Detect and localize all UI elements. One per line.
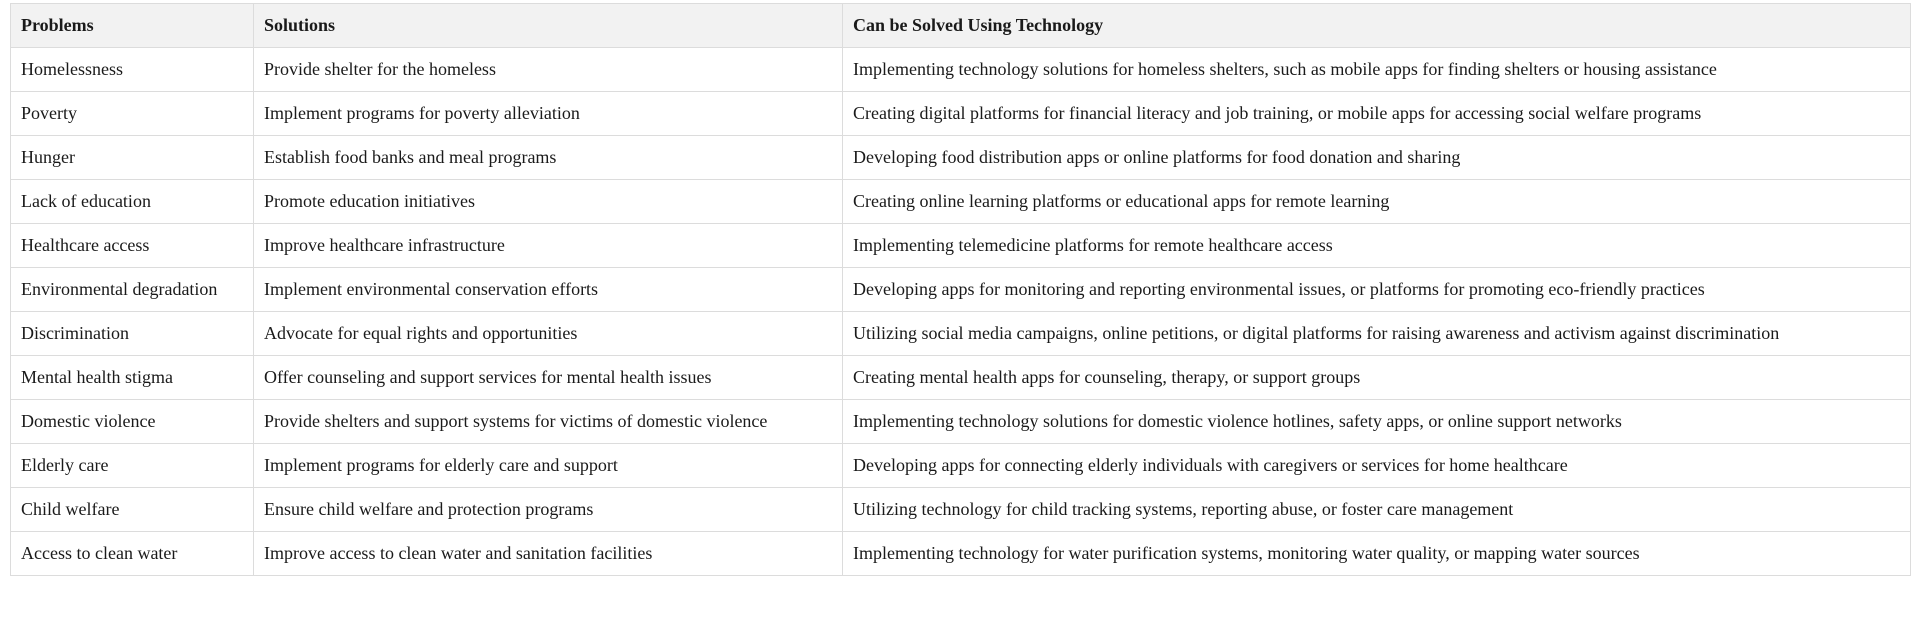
cell-technology: Utilizing technology for child tracking … (842, 487, 1911, 532)
cell-problem: Domestic violence (10, 399, 254, 444)
cell-problem: Healthcare access (10, 223, 254, 268)
cell-solution: Offer counseling and support services fo… (253, 355, 843, 400)
cell-technology: Implementing technology for water purifi… (842, 531, 1911, 576)
cell-problem: Elderly care (10, 443, 254, 488)
cell-problem: Mental health stigma (10, 355, 254, 400)
cell-problem: Child welfare (10, 487, 254, 532)
cell-technology: Utilizing social media campaigns, online… (842, 311, 1911, 356)
cell-problem: Access to clean water (10, 531, 254, 576)
cell-problem: Poverty (10, 91, 254, 136)
cell-problem: Environmental degradation (10, 267, 254, 312)
table-row: Lack of education Promote education init… (10, 179, 1911, 224)
table-row: Discrimination Advocate for equal rights… (10, 311, 1911, 356)
header-row: Problems Solutions Can be Solved Using T… (10, 3, 1911, 48)
table-row: Domestic violence Provide shelters and s… (10, 399, 1911, 444)
table-header: Problems Solutions Can be Solved Using T… (10, 3, 1911, 48)
cell-problem: Discrimination (10, 311, 254, 356)
cell-technology: Developing apps for monitoring and repor… (842, 267, 1911, 312)
header-technology: Can be Solved Using Technology (842, 3, 1911, 48)
table-row: Healthcare access Improve healthcare inf… (10, 223, 1911, 268)
cell-problem: Lack of education (10, 179, 254, 224)
table-row: Mental health stigma Offer counseling an… (10, 355, 1911, 400)
table-row: Elderly care Implement programs for elde… (10, 443, 1911, 488)
header-solutions: Solutions (253, 3, 843, 48)
cell-solution: Implement programs for poverty alleviati… (253, 91, 843, 136)
cell-solution: Ensure child welfare and protection prog… (253, 487, 843, 532)
cell-technology: Creating mental health apps for counseli… (842, 355, 1911, 400)
cell-technology: Implementing telemedicine platforms for … (842, 223, 1911, 268)
table-row: Environmental degradation Implement envi… (10, 267, 1911, 312)
cell-problem: Homelessness (10, 47, 254, 92)
table-row: Hunger Establish food banks and meal pro… (10, 135, 1911, 180)
table-body: Homelessness Provide shelter for the hom… (10, 47, 1911, 576)
cell-solution: Provide shelter for the homeless (253, 47, 843, 92)
cell-solution: Promote education initiatives (253, 179, 843, 224)
cell-technology: Creating digital platforms for financial… (842, 91, 1911, 136)
cell-technology: Developing apps for connecting elderly i… (842, 443, 1911, 488)
cell-technology: Implementing technology solutions for do… (842, 399, 1911, 444)
cell-solution: Improve access to clean water and sanita… (253, 531, 843, 576)
cell-solution: Establish food banks and meal programs (253, 135, 843, 180)
header-problems: Problems (10, 3, 254, 48)
cell-solution: Implement programs for elderly care and … (253, 443, 843, 488)
problems-solutions-table: Problems Solutions Can be Solved Using T… (10, 3, 1911, 576)
cell-solution: Provide shelters and support systems for… (253, 399, 843, 444)
table-row: Access to clean water Improve access to … (10, 531, 1911, 576)
cell-technology: Developing food distribution apps or onl… (842, 135, 1911, 180)
cell-solution: Improve healthcare infrastructure (253, 223, 843, 268)
table-row: Homelessness Provide shelter for the hom… (10, 47, 1911, 92)
table-row: Child welfare Ensure child welfare and p… (10, 487, 1911, 532)
problems-solutions-table-container: Problems Solutions Can be Solved Using T… (10, 3, 1911, 576)
cell-technology: Implementing technology solutions for ho… (842, 47, 1911, 92)
cell-problem: Hunger (10, 135, 254, 180)
cell-solution: Implement environmental conservation eff… (253, 267, 843, 312)
cell-technology: Creating online learning platforms or ed… (842, 179, 1911, 224)
cell-solution: Advocate for equal rights and opportunit… (253, 311, 843, 356)
table-row: Poverty Implement programs for poverty a… (10, 91, 1911, 136)
